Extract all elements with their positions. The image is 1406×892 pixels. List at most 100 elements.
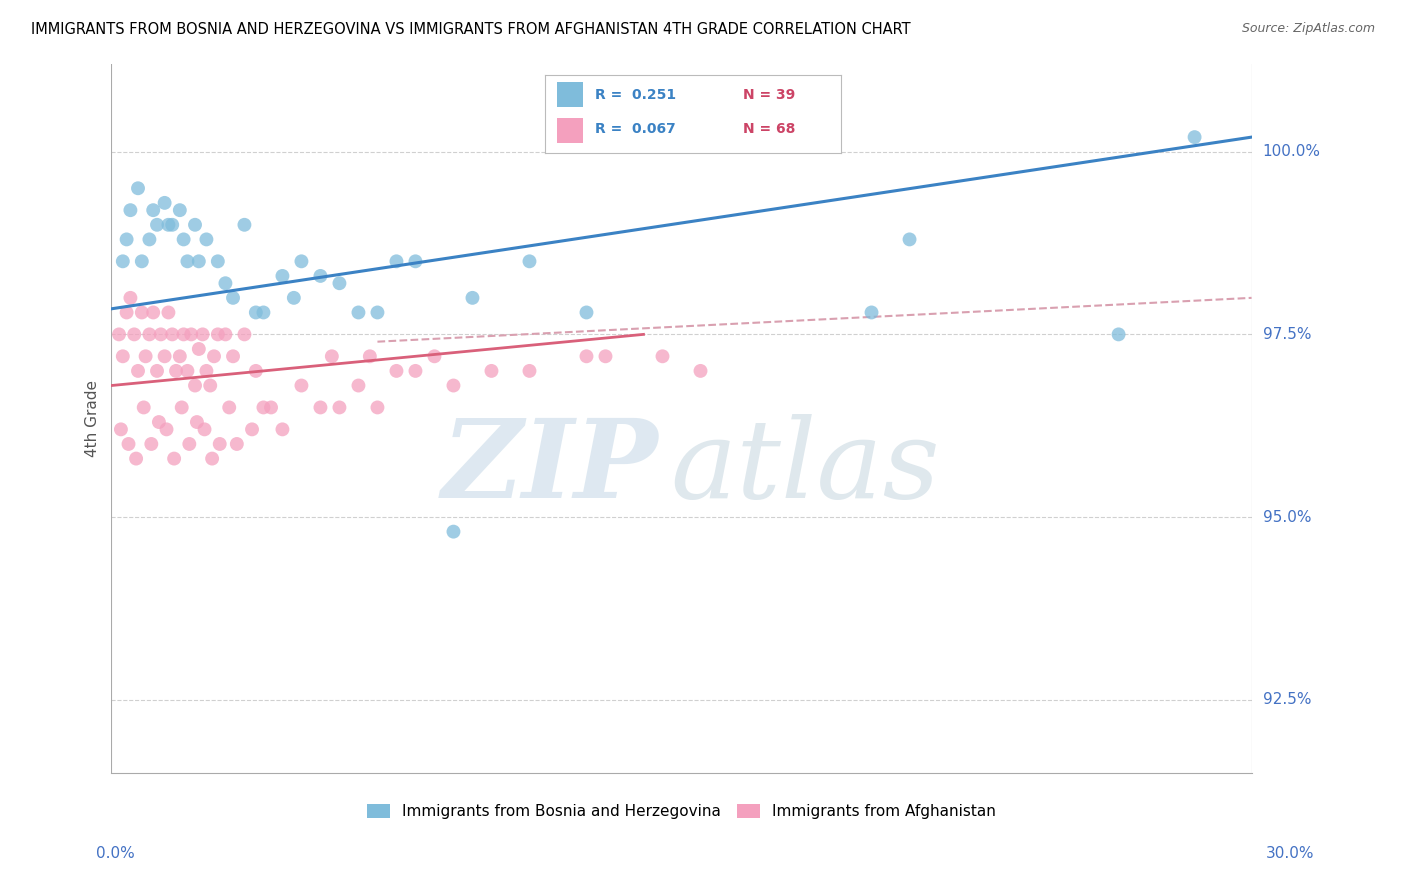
Point [461,291,484,305]
Point [131,254,153,268]
Text: 97.5%: 97.5% [1263,326,1312,342]
Point [141,437,163,451]
Point [366,305,388,319]
Point [157,305,180,319]
Point [111,254,134,268]
Point [180,327,202,342]
Point [195,364,218,378]
Point [222,291,245,305]
Point [1108,327,1130,342]
Point [252,401,274,415]
Point [359,349,381,363]
Point [146,218,169,232]
Point [385,254,408,268]
Point [214,277,236,291]
Point [260,401,283,415]
Point [519,364,541,378]
Point [169,203,191,218]
Point [122,327,145,342]
Point [595,349,617,363]
Point [131,305,153,319]
Point [245,364,267,378]
Point [193,422,215,436]
Point [187,254,209,268]
Point [120,203,142,218]
Point [132,401,155,415]
Point [186,415,208,429]
Point [163,451,186,466]
Point [155,422,177,436]
Point [481,364,503,378]
Text: 100.0%: 100.0% [1263,145,1320,160]
Point [689,364,711,378]
Point [157,218,180,232]
Point [165,364,187,378]
Point [214,327,236,342]
Point [184,378,207,392]
Text: atlas: atlas [671,414,939,522]
Text: 30.0%: 30.0% [1267,847,1315,861]
Point [860,305,883,319]
Point [404,254,426,268]
Point [200,378,222,392]
Text: IMMIGRANTS FROM BOSNIA AND HERZEGOVINA VS IMMIGRANTS FROM AFGHANISTAN 4TH GRADE : IMMIGRANTS FROM BOSNIA AND HERZEGOVINA V… [31,22,911,37]
Point [575,305,598,319]
Point [347,378,370,392]
Point [117,437,139,451]
Point [208,437,231,451]
Point [108,327,131,342]
Point [290,254,312,268]
Point [115,305,138,319]
Point [153,195,176,210]
Text: ZIP: ZIP [441,414,658,522]
Point [153,349,176,363]
Point [138,327,160,342]
Point [385,364,408,378]
Point [225,437,247,451]
Point [1184,130,1206,145]
Point [169,349,191,363]
Point [233,327,256,342]
Point [283,291,305,305]
Point [127,364,149,378]
Point [404,364,426,378]
Point [240,422,263,436]
Text: 0.0%: 0.0% [96,847,135,861]
Point [187,342,209,356]
Point [149,327,172,342]
Point [207,254,229,268]
Point [271,268,294,283]
Point [110,422,132,436]
Point [898,232,921,246]
Point [179,437,201,451]
Point [233,218,256,232]
Point [138,232,160,246]
Point [309,268,332,283]
Point [173,232,195,246]
Point [290,378,312,392]
Point [443,378,465,392]
Point [651,349,673,363]
Text: Source: ZipAtlas.com: Source: ZipAtlas.com [1241,22,1375,36]
Point [120,291,142,305]
Point [443,524,465,539]
Point [207,327,229,342]
Point [218,401,240,415]
Point [176,364,198,378]
Point [111,349,134,363]
Point [245,305,267,319]
Point [115,232,138,246]
Point [222,349,245,363]
Point [271,422,294,436]
Point [366,401,388,415]
Point [202,349,225,363]
Legend: Immigrants from Bosnia and Herzegovina, Immigrants from Afghanistan: Immigrants from Bosnia and Herzegovina, … [361,798,1001,825]
Point [201,451,224,466]
Point [328,401,350,415]
Point [142,203,165,218]
Point [423,349,446,363]
Point [519,254,541,268]
Y-axis label: 4th Grade: 4th Grade [86,380,100,457]
Point [252,305,274,319]
Point [142,305,165,319]
